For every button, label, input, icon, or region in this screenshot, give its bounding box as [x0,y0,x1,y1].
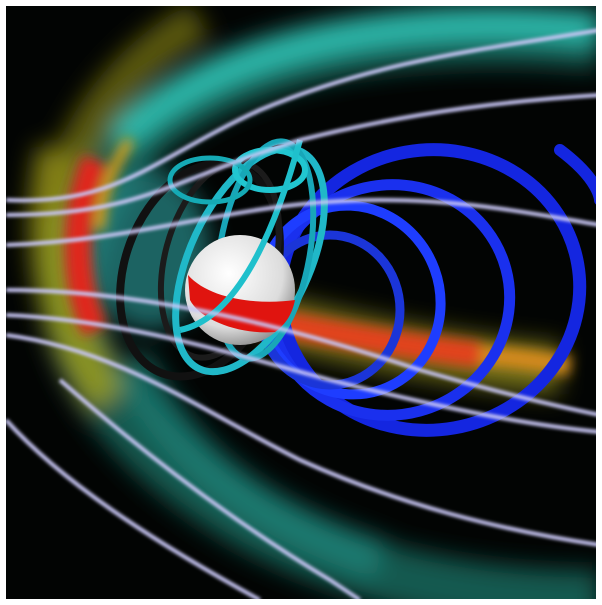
scene [6,6,596,599]
open-field-lines [6,28,596,599]
field-line [179,139,303,333]
